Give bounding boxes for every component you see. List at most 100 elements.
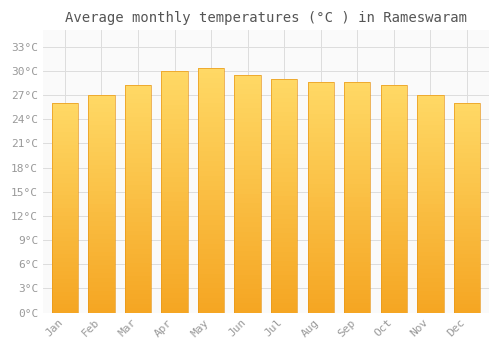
- Bar: [308, 114, 334, 119]
- Bar: [380, 158, 407, 163]
- Bar: [380, 167, 407, 172]
- Bar: [162, 201, 188, 206]
- Bar: [271, 294, 297, 299]
- Bar: [308, 188, 334, 193]
- Bar: [198, 254, 224, 259]
- Bar: [454, 292, 480, 296]
- Bar: [198, 225, 224, 230]
- Bar: [380, 276, 407, 281]
- Bar: [344, 128, 370, 133]
- Bar: [234, 303, 261, 308]
- Bar: [234, 275, 261, 279]
- Bar: [198, 293, 224, 298]
- Bar: [308, 165, 334, 170]
- Bar: [271, 252, 297, 257]
- Bar: [234, 270, 261, 275]
- Bar: [234, 227, 261, 232]
- Bar: [125, 167, 151, 172]
- Bar: [344, 133, 370, 138]
- Bar: [308, 197, 334, 202]
- Bar: [234, 146, 261, 151]
- Bar: [52, 292, 78, 296]
- Bar: [308, 220, 334, 225]
- Bar: [198, 107, 224, 112]
- Bar: [454, 254, 480, 258]
- Bar: [234, 208, 261, 213]
- Bar: [162, 284, 188, 288]
- Bar: [125, 94, 151, 99]
- Bar: [52, 250, 78, 254]
- Bar: [52, 128, 78, 132]
- Bar: [454, 191, 480, 195]
- Bar: [52, 132, 78, 137]
- Bar: [308, 299, 334, 303]
- Bar: [198, 215, 224, 220]
- Bar: [380, 163, 407, 167]
- Bar: [125, 85, 151, 90]
- Bar: [234, 160, 261, 165]
- Bar: [88, 217, 115, 221]
- Bar: [380, 190, 407, 194]
- Bar: [344, 280, 370, 285]
- Bar: [271, 308, 297, 313]
- Bar: [380, 126, 407, 131]
- Bar: [308, 248, 334, 253]
- Bar: [380, 231, 407, 235]
- Bar: [454, 271, 480, 275]
- Bar: [125, 249, 151, 253]
- Bar: [308, 280, 334, 285]
- Bar: [52, 141, 78, 145]
- Bar: [454, 220, 480, 225]
- Bar: [417, 260, 444, 265]
- Bar: [344, 257, 370, 262]
- Bar: [162, 216, 188, 221]
- Bar: [162, 192, 188, 197]
- Bar: [88, 269, 115, 273]
- Bar: [162, 158, 188, 163]
- Bar: [162, 114, 188, 119]
- Bar: [88, 178, 115, 182]
- Bar: [234, 232, 261, 237]
- Bar: [344, 165, 370, 170]
- Bar: [454, 149, 480, 153]
- Bar: [308, 82, 334, 87]
- Bar: [308, 244, 334, 248]
- Bar: [271, 201, 297, 205]
- Bar: [380, 122, 407, 126]
- Bar: [344, 202, 370, 206]
- Bar: [380, 208, 407, 212]
- Bar: [417, 169, 444, 173]
- Bar: [88, 139, 115, 143]
- Bar: [52, 262, 78, 266]
- Bar: [52, 237, 78, 241]
- Bar: [380, 235, 407, 240]
- Bar: [88, 265, 115, 269]
- Bar: [308, 105, 334, 110]
- Bar: [344, 230, 370, 234]
- Bar: [198, 93, 224, 98]
- Bar: [308, 266, 334, 271]
- Bar: [52, 212, 78, 216]
- Bar: [198, 200, 224, 205]
- Bar: [88, 256, 115, 260]
- Bar: [52, 225, 78, 229]
- Bar: [162, 139, 188, 143]
- Bar: [380, 226, 407, 231]
- Bar: [52, 111, 78, 116]
- Bar: [162, 153, 188, 158]
- Bar: [308, 82, 334, 313]
- Bar: [417, 117, 444, 121]
- Bar: [52, 304, 78, 308]
- Bar: [88, 95, 115, 99]
- Bar: [162, 105, 188, 110]
- Bar: [52, 120, 78, 124]
- Bar: [52, 216, 78, 221]
- Bar: [271, 116, 297, 121]
- Bar: [88, 104, 115, 108]
- Bar: [198, 230, 224, 235]
- Bar: [125, 240, 151, 244]
- Bar: [308, 234, 334, 239]
- Bar: [380, 212, 407, 217]
- Bar: [417, 247, 444, 252]
- Bar: [52, 271, 78, 275]
